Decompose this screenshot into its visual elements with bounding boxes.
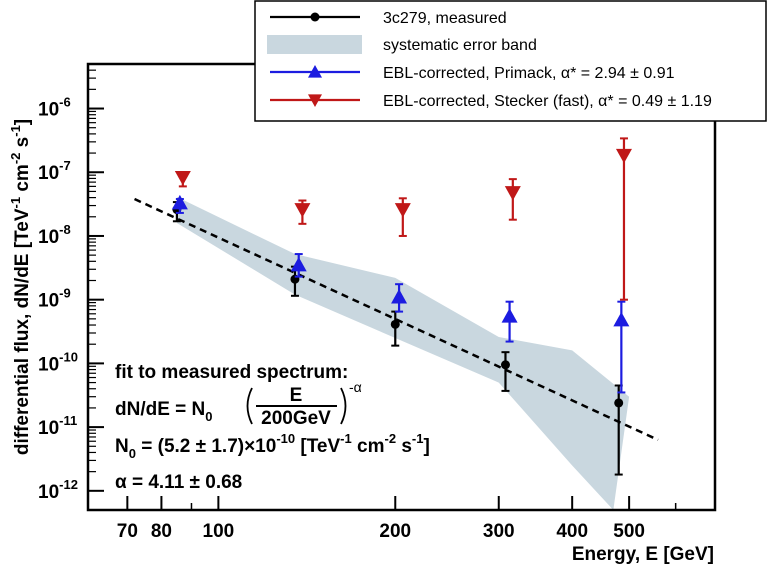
data-point-s2-2: [394, 203, 411, 218]
fit-annotation-line1: fit to measured spectrum:: [115, 362, 348, 383]
fraction-denominator: 200GeV: [261, 408, 331, 429]
systematic-error-band: [176, 196, 630, 510]
y-tick-label-0: 10-12: [38, 477, 78, 503]
y-tick-label-6: 10-6: [38, 95, 71, 121]
legend-marker-3: [308, 94, 322, 107]
fit-annotation: fit to measured spectrum: dN/dE = N0 E 2…: [115, 362, 430, 493]
data-point-s2-3: [504, 186, 521, 201]
legend-marker-0: [310, 12, 320, 22]
data-point-s1-1: [290, 257, 307, 272]
fit-annotation-line3: N0 = (5.2 ± 1.7)×10-10 [TeV-1 cm-2 s-1]: [115, 431, 430, 461]
fit-annotation-line4: α = 4.11 ± 0.68: [115, 472, 242, 493]
x-tick-label-3: 200: [379, 521, 411, 542]
x-tick-label-4: 300: [483, 521, 515, 542]
legend-entries: 3c279, measured systematic error band EBL-…: [267, 10, 712, 110]
data-point-s1-0: [171, 194, 188, 210]
data-point-s1-3: [501, 308, 518, 323]
y-tick-label-3: 10-9: [38, 286, 71, 312]
legend-label-2: EBL-corrected, Primack, α* = 2.94 ± 0.91: [383, 65, 675, 82]
fraction-numerator: E: [290, 385, 303, 406]
data-point-s2-1: [294, 203, 311, 218]
data-point-s2-4: [615, 148, 632, 164]
legend: 3c279, measured systematic error band EBL-…: [254, 0, 767, 122]
data-point-s0-3: [500, 360, 510, 370]
series-layer: [171, 137, 632, 476]
legend-label-3: EBL-corrected, Stecker (fast), α* = 0.49…: [383, 93, 712, 110]
x-tick-label-1: 80: [151, 521, 172, 542]
fit-annotation-line2: dN/dE = N0: [115, 399, 213, 424]
band-layer: [176, 196, 630, 510]
ticks-layer: 70 80 100 200 300 400 500 10-12 10-11 10-10 10-9 10…: [38, 69, 716, 542]
paren-left: [246, 387, 253, 425]
legend-marker-2: [308, 65, 322, 78]
y-tick-label-5: 10-7: [38, 158, 71, 184]
x-tick-label-6: 500: [613, 521, 645, 542]
legend-swatch-1: [267, 35, 362, 54]
data-point-s0-2: [390, 319, 400, 329]
legend-label-0: 3c279, measured: [383, 10, 507, 27]
legend-label-1: systematic error band: [383, 37, 537, 54]
x-axis-label: Energy, E [GeV]: [572, 544, 714, 565]
x-tick-label-5: 400: [556, 521, 588, 542]
y-tick-label-4: 10-8: [38, 222, 71, 248]
fraction-exponent: -α: [349, 379, 362, 395]
x-tick-label-0: 70: [117, 521, 138, 542]
x-tick-label-2: 100: [203, 521, 235, 542]
y-tick-label-2: 10-10: [38, 349, 78, 375]
data-point-s0-4: [614, 398, 624, 408]
data-point-s1-4: [613, 311, 630, 327]
plot-area: 70 80 100 200 300 400 500 10-12 10-11 10-10 10-9 10…: [38, 62, 717, 542]
data-point-s1-2: [391, 289, 408, 304]
data-point-s2-0: [174, 171, 191, 186]
paren-right: [340, 387, 347, 425]
y-axis-label: differential flux, dN/dE [TeV-1 cm-2 s-1…: [8, 119, 33, 455]
y-tick-label-1: 10-11: [38, 413, 77, 439]
legend-box: [254, 0, 767, 122]
